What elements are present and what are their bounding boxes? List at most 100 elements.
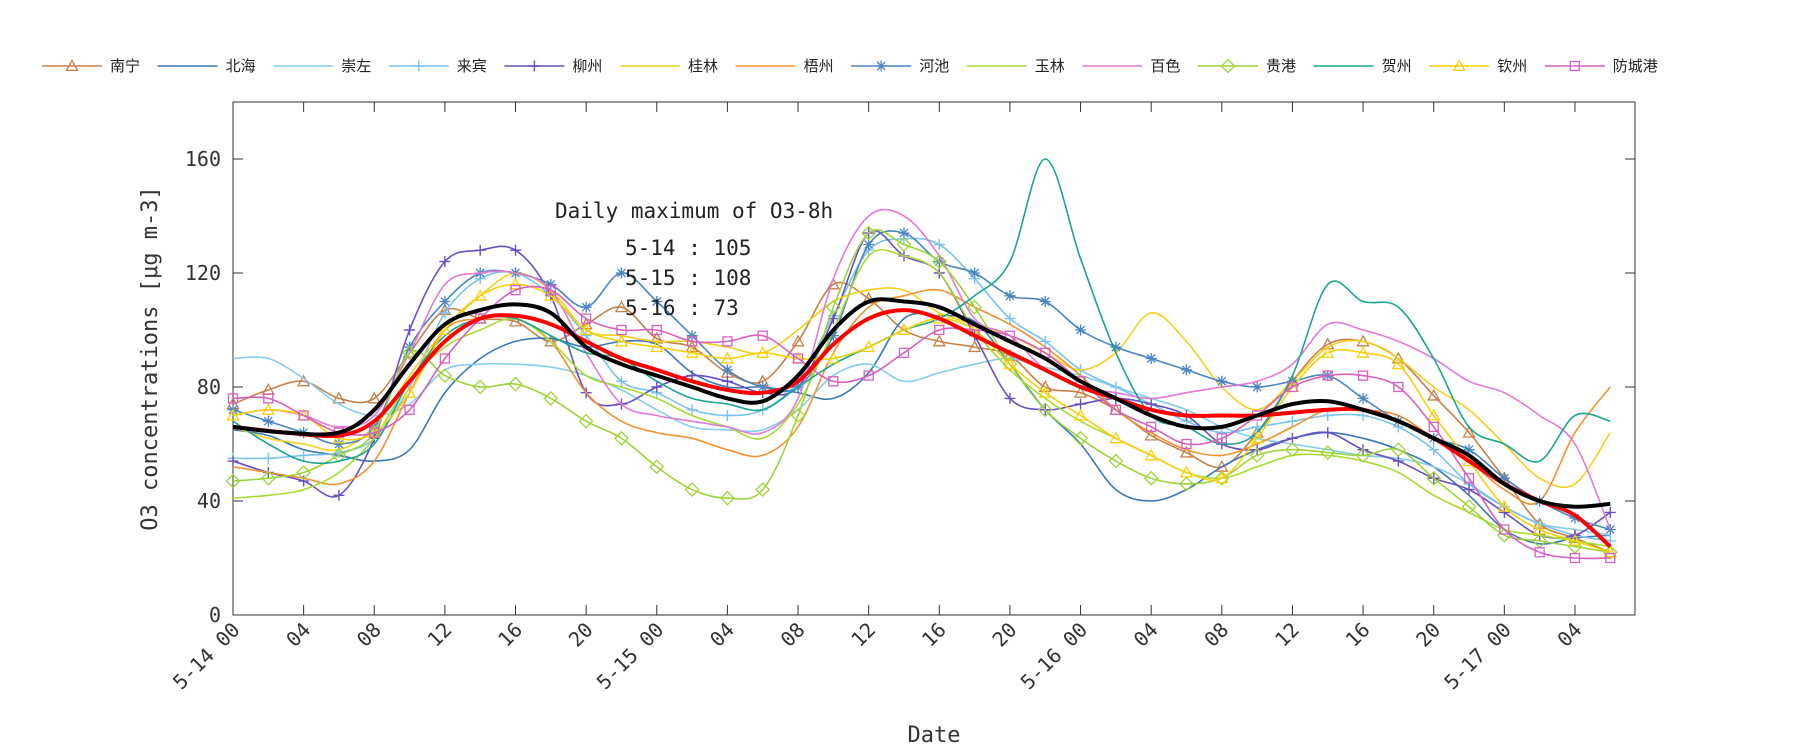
series-marker	[1179, 476, 1194, 492]
legend-marker	[413, 60, 425, 72]
series-marker	[1322, 370, 1333, 381]
series-marker	[968, 340, 982, 353]
series-marker	[332, 391, 346, 404]
series-marker	[757, 381, 769, 393]
annotation-line: 5-16 : 73	[625, 296, 739, 320]
series-marker	[1075, 398, 1087, 410]
series-marker	[684, 482, 700, 498]
series-marker	[1251, 421, 1263, 433]
series-marker	[262, 452, 274, 464]
series-marker	[614, 334, 629, 347]
series-桂林	[232, 272, 1611, 488]
x-tick-label: 04	[705, 618, 739, 652]
series-marker	[756, 345, 770, 358]
series-marker	[1355, 447, 1371, 463]
series-marker	[1286, 432, 1298, 444]
series-marker	[1357, 370, 1369, 381]
x-tick-label: 5-16 00	[1016, 618, 1093, 695]
x-axis-label: Date	[908, 723, 961, 748]
y-tick-label: 0	[209, 603, 221, 627]
series-line	[232, 208, 1612, 530]
series-marker	[1390, 442, 1406, 458]
series-marker	[510, 244, 522, 256]
series-line	[232, 228, 1611, 554]
x-tick-label: 5-15 00	[592, 618, 669, 695]
series-marker	[1497, 499, 1511, 512]
plot-frame	[232, 101, 1636, 616]
series-line	[232, 308, 1612, 549]
series-marker	[614, 300, 629, 313]
series-marker	[508, 277, 523, 290]
legend-label: 百色	[1150, 57, 1180, 75]
series-钦州	[226, 277, 1617, 558]
series-marker	[261, 402, 275, 415]
series-marker	[1568, 534, 1582, 546]
series-marker	[686, 404, 698, 416]
series-marker	[1463, 484, 1475, 496]
series-marker	[439, 296, 451, 307]
series-marker	[686, 336, 698, 347]
series-marker	[1249, 447, 1265, 463]
series-marker	[1216, 375, 1228, 387]
x-tick-label: 16	[493, 618, 527, 652]
series-marker	[651, 296, 663, 307]
series-marker	[1285, 442, 1300, 458]
y-tick-label: 160	[185, 147, 221, 171]
series-marker	[1320, 445, 1336, 460]
series-marker	[510, 284, 521, 296]
series-marker	[827, 330, 839, 342]
series-marker	[1179, 465, 1194, 478]
series-marker	[1073, 408, 1088, 421]
series-marker	[685, 345, 699, 358]
series-marker	[1605, 552, 1616, 564]
series-marker	[508, 376, 523, 392]
series-marker	[296, 465, 312, 480]
series-marker	[579, 323, 593, 336]
legend-entry-桂林: 桂林	[620, 57, 718, 75]
series-layer	[225, 158, 1618, 564]
x-tick-label: 16	[1341, 618, 1375, 652]
x-tick-label: 08	[1199, 618, 1233, 652]
series-marker	[615, 267, 627, 279]
series-marker	[578, 413, 594, 429]
y-tick-label: 120	[185, 261, 221, 285]
series-marker	[649, 459, 665, 475]
series-来宾	[227, 233, 1616, 547]
series-line	[232, 297, 1611, 509]
series-marker	[755, 482, 771, 498]
series-崇左	[232, 356, 1611, 536]
series-marker	[1463, 473, 1475, 484]
series-防城港	[227, 284, 1616, 564]
series-marker	[404, 324, 416, 336]
series-marker	[897, 323, 911, 336]
series-marker	[1251, 381, 1263, 393]
series-marker	[1004, 392, 1016, 404]
series-marker	[544, 334, 558, 347]
series-marker	[1533, 522, 1547, 535]
x-tick-label: 16	[917, 618, 951, 652]
series-marker	[722, 336, 733, 347]
series-marker	[1426, 470, 1442, 486]
series-line	[232, 283, 1611, 554]
series-marker	[828, 376, 839, 387]
series-average-14	[232, 308, 1612, 549]
series-marker	[1109, 431, 1123, 444]
legend-label: 贵港	[1266, 57, 1296, 75]
series-marker	[614, 430, 629, 446]
series-marker	[227, 455, 239, 467]
series-marker	[1250, 431, 1264, 444]
x-tick-label: 12	[846, 618, 880, 652]
series-marker	[298, 475, 310, 487]
series-marker	[896, 237, 912, 252]
series-百色	[232, 208, 1612, 530]
legend-label: 钦州	[1497, 57, 1527, 75]
series-marker	[1322, 427, 1334, 439]
series-marker	[651, 324, 662, 336]
series-marker	[1004, 313, 1016, 325]
series-marker	[720, 351, 735, 364]
x-tick-label: 20	[987, 618, 1021, 652]
series-marker	[1427, 388, 1441, 401]
series-marker	[721, 364, 733, 376]
series-marker	[861, 225, 877, 241]
